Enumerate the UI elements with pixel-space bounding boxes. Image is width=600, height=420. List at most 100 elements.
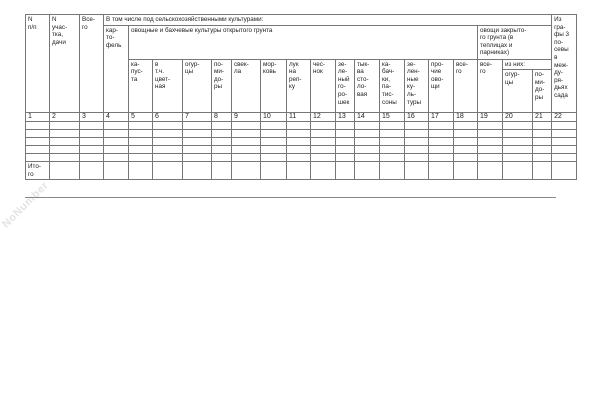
table-cell[interactable] bbox=[477, 137, 503, 147]
table-cell[interactable] bbox=[453, 153, 478, 163]
table-cell[interactable] bbox=[211, 137, 232, 147]
table-cell[interactable] bbox=[49, 129, 80, 139]
table-cell[interactable] bbox=[502, 153, 533, 163]
table-cell[interactable] bbox=[79, 145, 104, 155]
table-cell[interactable] bbox=[477, 153, 503, 163]
table-cell[interactable] bbox=[502, 121, 533, 131]
table-cell[interactable] bbox=[531, 145, 553, 155]
table-cell[interactable] bbox=[286, 153, 311, 163]
table-cell[interactable] bbox=[152, 161, 183, 181]
table-cell[interactable] bbox=[260, 129, 287, 139]
table-cell[interactable] bbox=[211, 145, 232, 155]
table-cell[interactable] bbox=[211, 161, 232, 181]
table-cell[interactable] bbox=[182, 121, 212, 131]
table-cell[interactable] bbox=[231, 129, 261, 139]
table-cell[interactable] bbox=[502, 137, 533, 147]
table-cell[interactable] bbox=[404, 145, 429, 155]
table-cell[interactable] bbox=[354, 137, 380, 147]
table-cell[interactable] bbox=[379, 129, 405, 139]
table-cell[interactable] bbox=[354, 161, 380, 181]
table-cell[interactable] bbox=[79, 137, 104, 147]
table-cell[interactable] bbox=[379, 145, 405, 155]
table-cell[interactable] bbox=[79, 121, 104, 131]
table-cell[interactable] bbox=[152, 137, 183, 147]
table-cell[interactable] bbox=[379, 121, 405, 131]
table-cell[interactable] bbox=[49, 161, 80, 181]
table-cell[interactable] bbox=[551, 161, 578, 181]
table-cell[interactable] bbox=[551, 153, 578, 163]
table-cell[interactable] bbox=[260, 161, 287, 181]
table-cell[interactable] bbox=[103, 153, 129, 163]
table-cell[interactable] bbox=[379, 137, 405, 147]
table-cell[interactable] bbox=[128, 145, 153, 155]
table-cell[interactable] bbox=[335, 161, 355, 181]
table-cell[interactable] bbox=[103, 145, 129, 155]
table-cell[interactable] bbox=[502, 129, 533, 139]
table-cell[interactable] bbox=[551, 137, 578, 147]
table-cell[interactable] bbox=[531, 161, 553, 181]
table-cell[interactable] bbox=[354, 129, 380, 139]
table-cell[interactable] bbox=[477, 121, 503, 131]
table-cell[interactable] bbox=[79, 129, 104, 139]
table-cell[interactable] bbox=[25, 137, 50, 147]
table-cell[interactable] bbox=[286, 129, 311, 139]
table-cell[interactable] bbox=[335, 145, 355, 155]
table-cell[interactable] bbox=[182, 145, 212, 155]
table-cell[interactable] bbox=[428, 161, 454, 181]
table-cell[interactable] bbox=[25, 145, 50, 155]
table-cell[interactable] bbox=[182, 161, 212, 181]
table-cell[interactable] bbox=[103, 161, 129, 181]
table-cell[interactable] bbox=[25, 121, 50, 131]
table-cell[interactable] bbox=[103, 121, 129, 131]
table-cell[interactable] bbox=[25, 129, 50, 139]
table-cell[interactable] bbox=[453, 121, 478, 131]
table-cell[interactable] bbox=[477, 145, 503, 155]
table-cell[interactable] bbox=[551, 121, 578, 131]
table-cell[interactable] bbox=[404, 121, 429, 131]
table-cell[interactable] bbox=[453, 129, 478, 139]
table-cell[interactable] bbox=[231, 153, 261, 163]
table-cell[interactable] bbox=[152, 145, 183, 155]
table-cell[interactable] bbox=[182, 137, 212, 147]
table-cell[interactable] bbox=[231, 137, 261, 147]
table-cell[interactable] bbox=[286, 137, 311, 147]
table-cell[interactable] bbox=[310, 121, 336, 131]
table-cell[interactable] bbox=[128, 121, 153, 131]
table-cell[interactable] bbox=[128, 161, 153, 181]
table-cell[interactable] bbox=[231, 145, 261, 155]
table-cell[interactable] bbox=[428, 129, 454, 139]
table-cell[interactable] bbox=[128, 153, 153, 163]
table-cell[interactable] bbox=[379, 153, 405, 163]
table-cell[interactable] bbox=[182, 129, 212, 139]
table-cell[interactable] bbox=[502, 145, 533, 155]
table-cell[interactable] bbox=[379, 161, 405, 181]
table-cell[interactable] bbox=[428, 153, 454, 163]
table-cell[interactable] bbox=[103, 129, 129, 139]
table-cell[interactable] bbox=[260, 145, 287, 155]
table-cell[interactable] bbox=[477, 129, 503, 139]
table-cell[interactable] bbox=[152, 153, 183, 163]
table-cell[interactable] bbox=[404, 153, 429, 163]
table-cell[interactable] bbox=[128, 137, 153, 147]
table-cell[interactable] bbox=[551, 145, 578, 155]
table-cell[interactable] bbox=[286, 161, 311, 181]
table-cell[interactable] bbox=[49, 145, 80, 155]
table-cell[interactable] bbox=[453, 137, 478, 147]
table-cell[interactable] bbox=[354, 153, 380, 163]
table-cell[interactable] bbox=[231, 161, 261, 181]
table-cell[interactable] bbox=[310, 137, 336, 147]
table-cell[interactable] bbox=[354, 121, 380, 131]
table-cell[interactable] bbox=[310, 129, 336, 139]
table-cell[interactable] bbox=[477, 161, 503, 181]
table-cell[interactable] bbox=[260, 121, 287, 131]
table-cell[interactable] bbox=[49, 121, 80, 131]
table-cell[interactable] bbox=[428, 145, 454, 155]
table-cell[interactable] bbox=[231, 121, 261, 131]
table-cell[interactable] bbox=[531, 137, 553, 147]
table-cell[interactable] bbox=[335, 121, 355, 131]
table-cell[interactable] bbox=[25, 153, 50, 163]
table-cell[interactable] bbox=[428, 121, 454, 131]
table-cell[interactable] bbox=[335, 137, 355, 147]
table-cell[interactable] bbox=[310, 145, 336, 155]
table-cell[interactable] bbox=[428, 137, 454, 147]
